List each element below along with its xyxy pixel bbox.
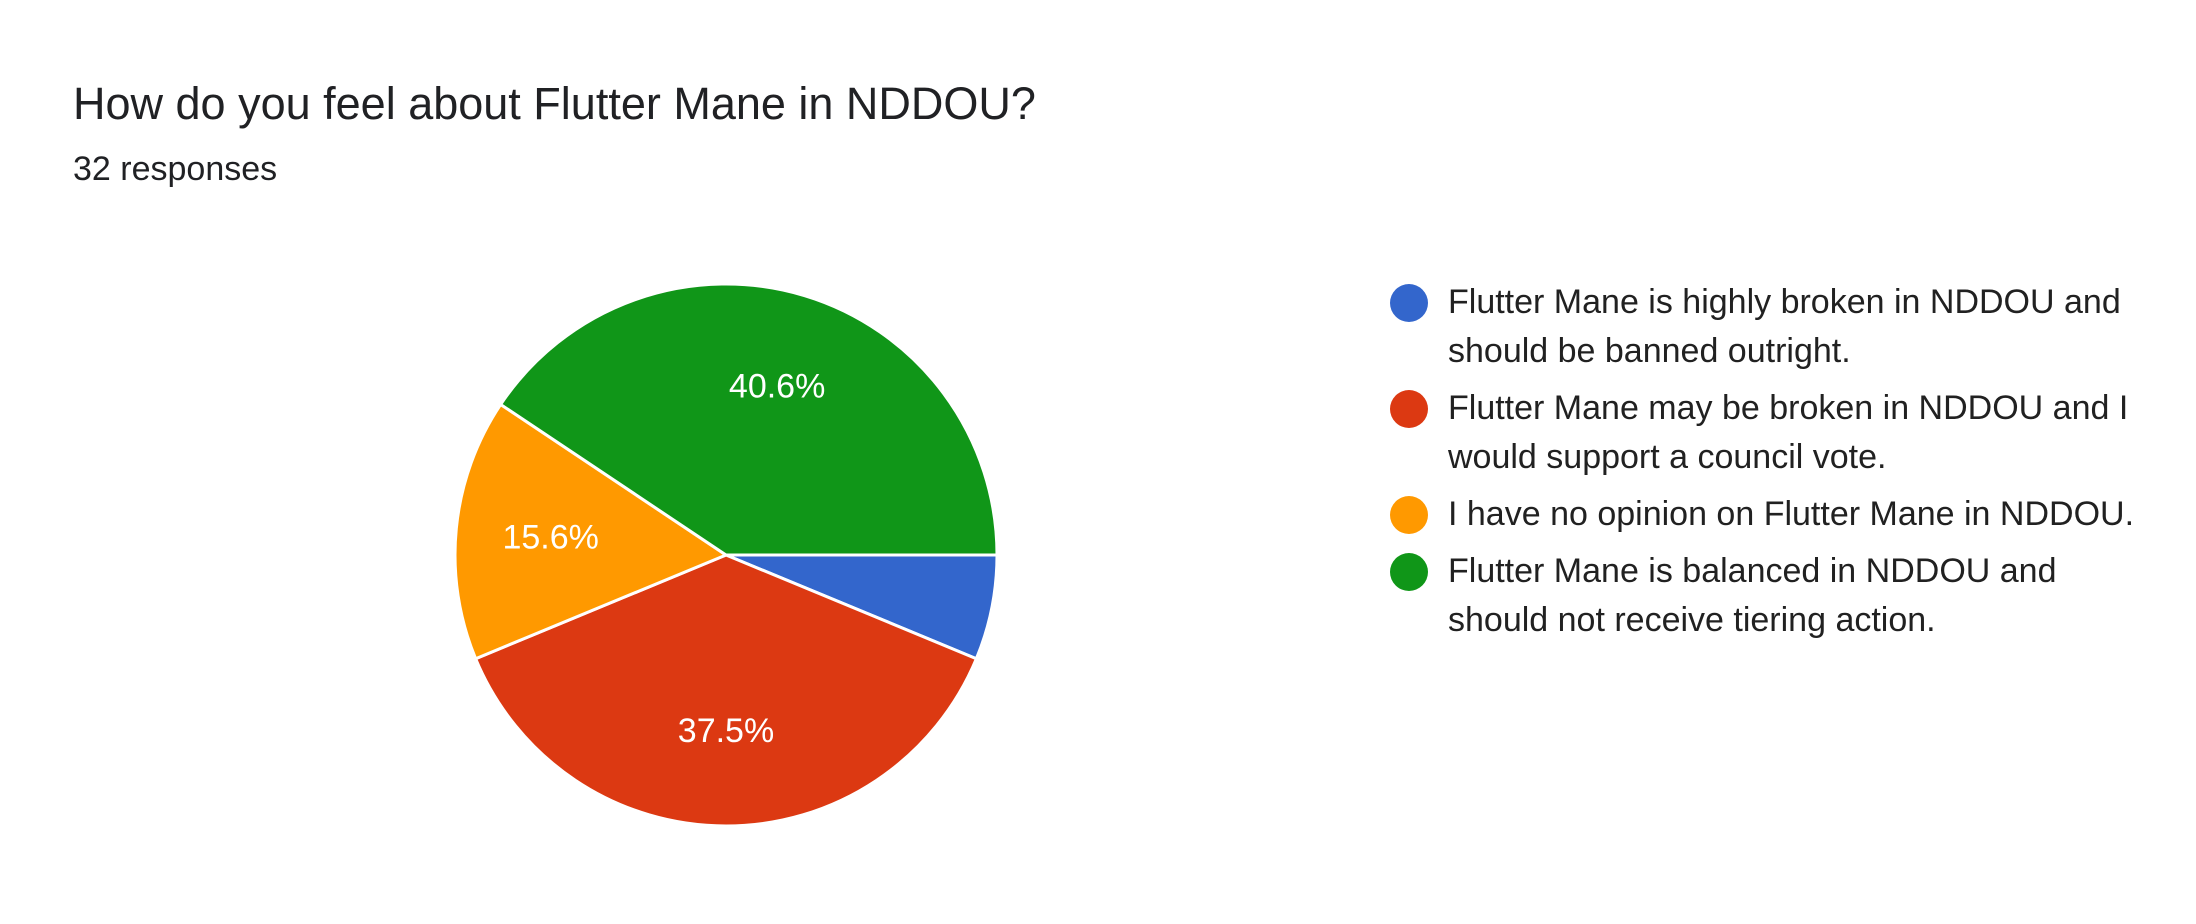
response-count: 32 responses xyxy=(73,150,278,188)
legend-swatch-3 xyxy=(1390,553,1428,591)
legend-swatch-1 xyxy=(1390,390,1428,428)
legend-item-2[interactable]: I have no opinion on Flutter Mane in NDD… xyxy=(1390,490,2150,539)
pie-slice-label-2: 15.6% xyxy=(502,519,598,557)
legend-item-3[interactable]: Flutter Mane is balanced in NDDOU and sh… xyxy=(1390,547,2150,645)
legend-item-0[interactable]: Flutter Mane is highly broken in NDDOU a… xyxy=(1390,278,2150,376)
chart-legend: Flutter Mane is highly broken in NDDOU a… xyxy=(1390,278,2150,653)
pie-slice-3[interactable] xyxy=(499,282,999,557)
pie-slice-2[interactable] xyxy=(453,402,728,661)
pie-slice-label-3: 40.6% xyxy=(729,367,825,405)
legend-label-3: Flutter Mane is balanced in NDDOU and sh… xyxy=(1448,552,2057,639)
legend-item-1[interactable]: Flutter Mane may be broken in NDDOU and … xyxy=(1390,384,2150,482)
pie-slice-label-1: 37.5% xyxy=(678,712,774,750)
pie-labels: 37.5% 15.6% 40.6% xyxy=(502,367,825,750)
legend-swatch-2 xyxy=(1390,496,1428,534)
question-title: How do you feel about Flutter Mane in ND… xyxy=(73,78,1036,129)
pie-slices xyxy=(453,282,999,828)
pie-slice-1[interactable] xyxy=(474,553,978,828)
legend-label-1: Flutter Mane may be broken in NDDOU and … xyxy=(1448,389,2129,476)
legend-label-2: I have no opinion on Flutter Mane in NDD… xyxy=(1448,495,2135,533)
legend-swatch-0 xyxy=(1390,284,1428,322)
legend-label-0: Flutter Mane is highly broken in NDDOU a… xyxy=(1448,283,2121,370)
